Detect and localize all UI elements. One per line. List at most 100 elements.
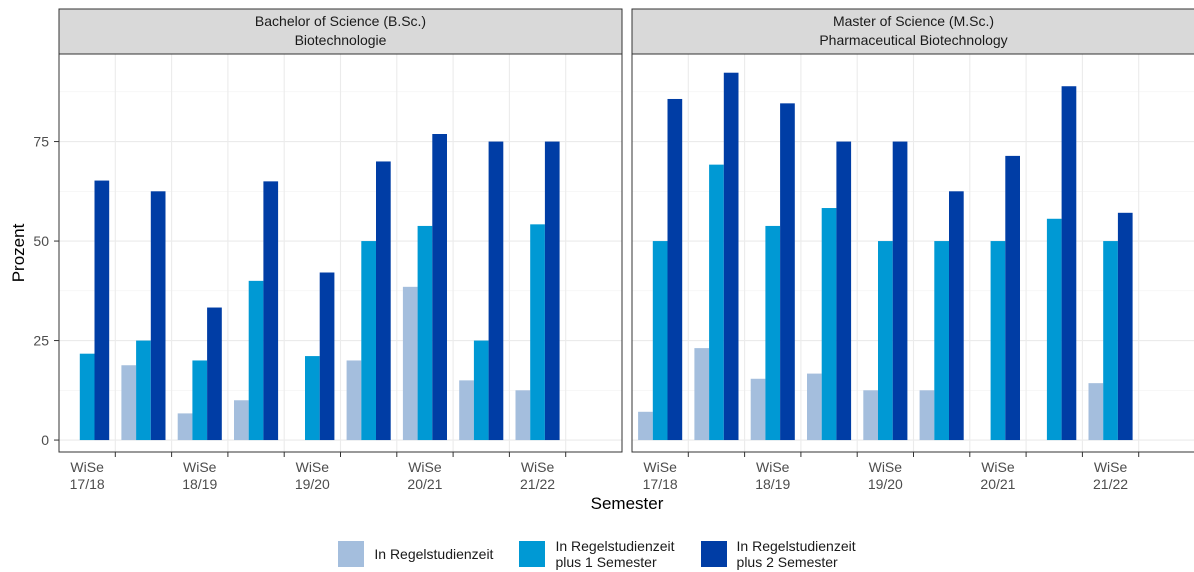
bar xyxy=(544,141,560,441)
y-tick-label: 50 xyxy=(33,233,49,249)
faceted-bar-chart: Bachelor of Science (B.Sc.) Biotechnolog… xyxy=(9,8,1194,513)
x-tick-label: WiSe xyxy=(643,459,677,475)
bar xyxy=(821,208,837,441)
x-tick-label: WiSe xyxy=(981,459,1015,475)
bar xyxy=(234,400,249,441)
bar xyxy=(263,181,279,441)
legend-label: In Regelstudienzeit xyxy=(374,546,494,562)
bar xyxy=(836,141,852,441)
bar xyxy=(417,225,433,441)
bar xyxy=(723,72,739,441)
bar xyxy=(515,390,531,441)
y-axis-title: Prozent xyxy=(9,223,28,282)
bar xyxy=(473,340,489,441)
bar xyxy=(1005,155,1020,441)
x-tick-label: 20/21 xyxy=(980,476,1015,492)
bar xyxy=(136,340,151,441)
bar xyxy=(121,365,137,441)
panel-strip xyxy=(58,8,623,55)
x-tick-label: 19/20 xyxy=(295,476,330,492)
bar xyxy=(765,225,781,441)
bar xyxy=(863,390,878,441)
x-tick-label: WiSe xyxy=(756,459,790,475)
bar xyxy=(750,378,766,441)
panel-title-line2: Biotechnologie xyxy=(295,32,387,48)
bar xyxy=(652,241,668,441)
bar xyxy=(361,241,376,441)
x-tick-label: WiSe xyxy=(869,459,903,475)
x-tick-label: WiSe xyxy=(70,459,104,475)
bar xyxy=(1088,383,1104,441)
panel-strip xyxy=(631,8,1194,55)
x-tick-label: 18/19 xyxy=(182,476,217,492)
bar xyxy=(667,98,683,441)
bar xyxy=(376,161,391,441)
panel-master: Master of Science (M.Sc.) Pharmaceutical… xyxy=(631,8,1194,492)
panel-title-line1: Master of Science (M.Sc.) xyxy=(833,13,994,29)
panel-bars xyxy=(79,134,560,441)
legend-key xyxy=(519,541,546,567)
y-tick-label: 0 xyxy=(41,432,49,448)
bar xyxy=(319,272,335,441)
x-axis-title: Semester xyxy=(591,494,664,513)
bar xyxy=(780,103,795,441)
bar xyxy=(346,360,362,441)
x-axis-bachelor: WiSe17/18WiSe18/19WiSe19/20WiSe20/21WiSe… xyxy=(70,452,567,492)
legend: In Regelstudienzeit In Regelstudienzeit … xyxy=(0,538,1194,570)
bar xyxy=(807,373,822,441)
x-tick-label: WiSe xyxy=(408,459,442,475)
bar xyxy=(1103,241,1118,441)
bar xyxy=(934,241,949,441)
panel-title-line2: Pharmaceutical Biotechnology xyxy=(819,32,1007,48)
bar xyxy=(192,360,208,441)
panel-bars xyxy=(638,72,1133,441)
bar xyxy=(150,191,166,441)
bar xyxy=(177,413,193,441)
bar xyxy=(402,286,418,441)
legend-item-plus-1-semester: In Regelstudienzeit plus 1 Semester xyxy=(519,538,675,570)
legend-label: In Regelstudienzeit plus 1 Semester xyxy=(555,538,675,570)
x-tick-label: WiSe xyxy=(296,459,330,475)
x-tick-label: 21/22 xyxy=(1093,476,1128,492)
bar xyxy=(919,390,935,441)
bar xyxy=(1046,218,1062,441)
x-tick-label: 17/18 xyxy=(643,476,678,492)
legend-label: In Regelstudienzeit plus 2 Semester xyxy=(736,538,856,570)
bar xyxy=(709,164,724,441)
bar xyxy=(94,180,110,441)
y-axis: 0 25 50 75 xyxy=(33,134,59,448)
legend-item-regelstudienzeit: In Regelstudienzeit xyxy=(338,541,493,567)
x-tick-label: WiSe xyxy=(1094,459,1128,475)
bar xyxy=(694,348,710,441)
bar xyxy=(79,353,95,441)
bar xyxy=(1061,86,1077,441)
bar xyxy=(892,141,908,441)
bar xyxy=(248,280,264,441)
legend-item-plus-2-semester: In Regelstudienzeit plus 2 Semester xyxy=(700,538,856,570)
bar xyxy=(1117,212,1133,441)
bar xyxy=(207,307,222,441)
bar xyxy=(878,241,893,441)
bar xyxy=(530,224,545,441)
bar xyxy=(638,411,653,441)
legend-key xyxy=(700,541,727,567)
x-tick-label: 20/21 xyxy=(407,476,442,492)
x-tick-label: 17/18 xyxy=(70,476,105,492)
bar xyxy=(990,241,1006,441)
bar xyxy=(459,380,474,441)
legend-key xyxy=(338,541,365,567)
x-tick-label: 18/19 xyxy=(755,476,790,492)
y-tick-label: 75 xyxy=(33,134,49,150)
x-axis-master: WiSe17/18WiSe18/19WiSe19/20WiSe20/21WiSe… xyxy=(643,452,1140,492)
panel-bachelor: Bachelor of Science (B.Sc.) Biotechnolog… xyxy=(58,8,623,492)
x-tick-label: 19/20 xyxy=(868,476,903,492)
x-tick-label: 21/22 xyxy=(520,476,555,492)
panel-title-line1: Bachelor of Science (B.Sc.) xyxy=(255,13,426,29)
bar xyxy=(488,141,504,441)
y-tick-label: 25 xyxy=(33,333,49,349)
x-tick-label: WiSe xyxy=(183,459,217,475)
x-tick-label: WiSe xyxy=(521,459,555,475)
bar xyxy=(305,356,320,441)
bar xyxy=(432,134,447,441)
bar xyxy=(949,191,964,441)
